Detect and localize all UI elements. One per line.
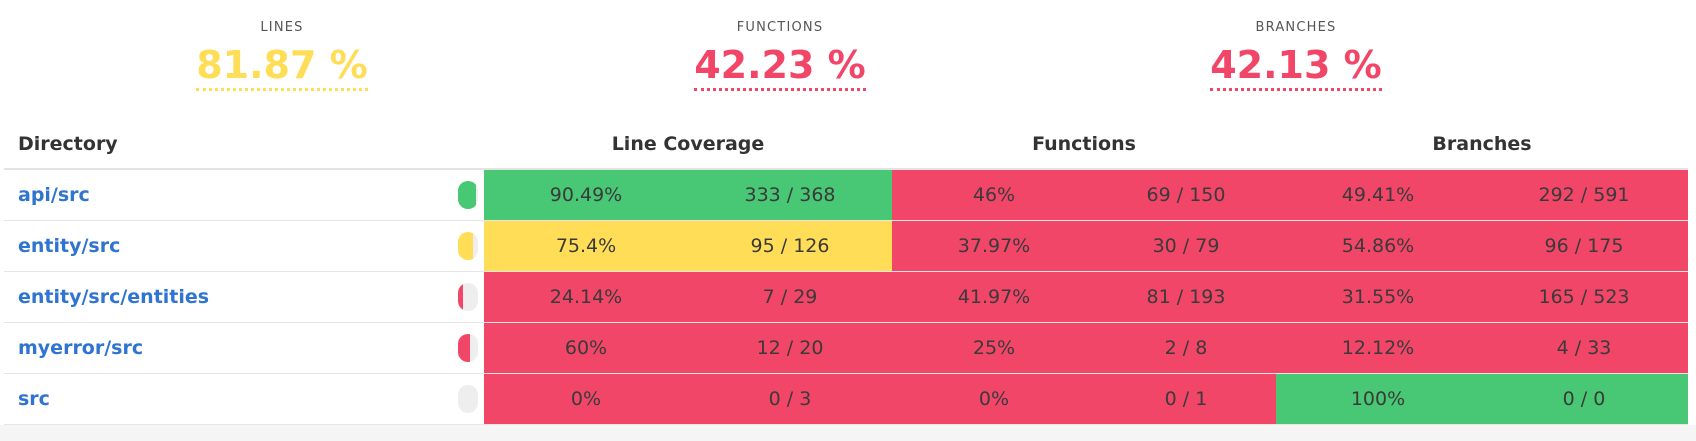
line-percent-cell: 0%: [484, 373, 688, 425]
line-ratio-cell: 95 / 126: [688, 220, 892, 272]
summary-lines: LINES 81.87 %: [132, 18, 432, 91]
branches-ratio-cell: 292 / 591: [1480, 169, 1688, 221]
directory-link[interactable]: entity/src: [18, 235, 121, 257]
coverage-pill-cell: [444, 271, 484, 323]
header-spacer: [444, 120, 484, 170]
branches-ratio-cell: 4 / 33: [1480, 322, 1688, 374]
functions-ratio-cell: 81 / 193: [1096, 271, 1276, 323]
branches-percent-cell: 12.12%: [1276, 322, 1480, 374]
line-coverage-bar: [458, 283, 478, 311]
summary-functions-value[interactable]: 42.23 %: [694, 42, 866, 91]
functions-percent-cell: 0%: [892, 373, 1096, 425]
line-ratio-cell: 7 / 29: [688, 271, 892, 323]
summary-lines-value[interactable]: 81.87 %: [196, 42, 368, 91]
branches-ratio-cell: 0 / 0: [1480, 373, 1688, 425]
summary-branches-value[interactable]: 42.13 %: [1210, 42, 1382, 91]
header-branches: Branches: [1276, 120, 1688, 170]
coverage-table: Directory Line Coverage Functions Branch…: [4, 120, 1688, 425]
directory-cell: entity/src: [4, 220, 444, 272]
header-line-coverage: Line Coverage: [484, 120, 892, 170]
branches-percent-cell: 49.41%: [1276, 169, 1480, 221]
summary-functions-label: FUNCTIONS: [736, 20, 824, 35]
coverage-pill-cell: [444, 322, 484, 374]
functions-ratio-cell: 0 / 1: [1096, 373, 1276, 425]
branches-percent-cell: 100%: [1276, 373, 1480, 425]
directory-link[interactable]: api/src: [18, 184, 90, 206]
table-row: myerror/src 60% 12 / 20 25% 2 / 8 12.12% 4 / 3…: [4, 322, 1688, 374]
functions-percent-cell: 37.97%: [892, 220, 1096, 272]
table-row: src 0% 0 / 3 0% 0 / 1 100% 0 / 0: [4, 373, 1688, 425]
table-header-row: Directory Line Coverage Functions Branch…: [4, 120, 1688, 170]
header-directory: Directory: [4, 120, 444, 170]
directory-cell: myerror/src: [4, 322, 444, 374]
coverage-summary: LINES 81.87 % FUNCTIONS 42.23 % BRANCHES…: [0, 0, 1696, 110]
line-percent-cell: 90.49%: [484, 169, 688, 221]
line-percent-cell: 75.4%: [484, 220, 688, 272]
functions-percent-cell: 25%: [892, 322, 1096, 374]
directory-cell: entity/src/entities: [4, 271, 444, 323]
functions-percent-cell: 41.97%: [892, 271, 1096, 323]
branches-percent-cell: 54.86%: [1276, 220, 1480, 272]
branches-ratio-cell: 96 / 175: [1480, 220, 1688, 272]
line-coverage-bar-fill: [458, 283, 463, 311]
line-percent-cell: 24.14%: [484, 271, 688, 323]
summary-branches-label: BRANCHES: [1255, 20, 1337, 35]
coverage-pill-cell: [444, 220, 484, 272]
header-functions: Functions: [892, 120, 1276, 170]
table-row: entity/src 75.4% 95 / 126 37.97% 30 / 79 54.8…: [4, 220, 1688, 272]
table-row: entity/src/entities 24.14% 7 / 29 41.97% 81 …: [4, 271, 1688, 323]
line-ratio-cell: 333 / 368: [688, 169, 892, 221]
directory-cell: api/src: [4, 169, 444, 221]
line-coverage-bar: [458, 385, 478, 413]
directory-cell: src: [4, 373, 444, 425]
functions-ratio-cell: 2 / 8: [1096, 322, 1276, 374]
line-percent-cell: 60%: [484, 322, 688, 374]
branches-ratio-cell: 165 / 523: [1480, 271, 1688, 323]
line-ratio-cell: 0 / 3: [688, 373, 892, 425]
table-row: api/src 90.49% 333 / 368 46% 69 / 150 49.41% 2…: [4, 169, 1688, 221]
page-footer-strip: [0, 425, 1696, 441]
summary-lines-label: LINES: [260, 20, 304, 35]
directory-link[interactable]: myerror/src: [18, 337, 144, 359]
line-ratio-cell: 12 / 20: [688, 322, 892, 374]
functions-percent-cell: 46%: [892, 169, 1096, 221]
directory-link[interactable]: src: [18, 388, 50, 410]
line-coverage-bar-fill: [458, 334, 470, 362]
summary-functions: FUNCTIONS 42.23 %: [630, 18, 930, 91]
line-coverage-bar: [458, 181, 478, 209]
functions-ratio-cell: 30 / 79: [1096, 220, 1276, 272]
summary-branches: BRANCHES 42.13 %: [1146, 18, 1446, 91]
coverage-pill-cell: [444, 169, 484, 221]
line-coverage-bar: [458, 232, 478, 260]
functions-ratio-cell: 69 / 150: [1096, 169, 1276, 221]
line-coverage-bar: [458, 334, 478, 362]
branches-percent-cell: 31.55%: [1276, 271, 1480, 323]
coverage-pill-cell: [444, 373, 484, 425]
line-coverage-bar-fill: [458, 181, 477, 209]
directory-link[interactable]: entity/src/entities: [18, 286, 210, 308]
line-coverage-bar-fill: [458, 232, 474, 260]
